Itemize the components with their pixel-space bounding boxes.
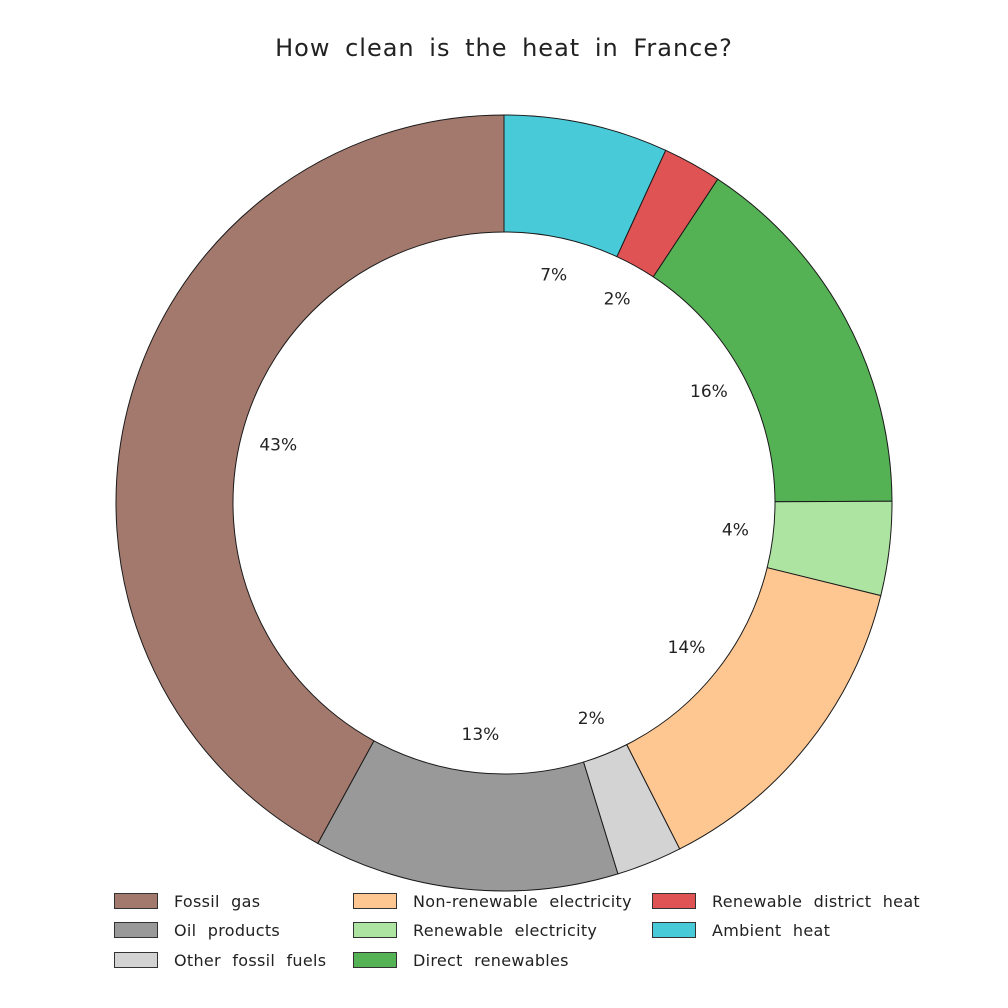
- legend-label: Other fossil fuels: [174, 950, 327, 970]
- legend-label: Fossil gas: [174, 891, 261, 911]
- legend-label: Renewable district heat: [712, 891, 921, 911]
- legend-item-other-fossil-fuels: Other fossil fuels: [114, 947, 326, 973]
- legend-label: Renewable electricity: [413, 920, 598, 940]
- legend-swatch: [114, 893, 158, 909]
- legend-label: Direct renewables: [413, 950, 569, 970]
- slice-label-fossil-gas: 43%: [259, 435, 297, 455]
- legend-item-oil-products: Oil products: [114, 917, 280, 943]
- legend-swatch: [353, 922, 397, 938]
- legend-item-ambient-heat: Ambient heat: [652, 917, 830, 943]
- slice-label-renewable-electricity: 4%: [722, 520, 749, 540]
- chart-title: How clean is the heat in France?: [275, 34, 733, 62]
- legend-swatch: [353, 893, 397, 909]
- legend-item-non-renewable-electricity: Non-renewable electricity: [353, 888, 632, 914]
- slice-label-direct-renewables: 16%: [690, 382, 728, 402]
- legend-label: Oil products: [174, 920, 281, 940]
- legend-swatch: [114, 922, 158, 938]
- legend-item-fossil-gas: Fossil gas: [114, 888, 260, 914]
- legend-label: Non-renewable electricity: [413, 891, 632, 911]
- legend-item-renewable-electricity: Renewable electricity: [353, 917, 597, 943]
- legend-swatch: [652, 893, 696, 909]
- slice-label-oil-products: 13%: [462, 725, 500, 745]
- legend-label: Ambient heat: [712, 920, 831, 940]
- legend-swatch: [652, 922, 696, 938]
- legend-swatch: [353, 952, 397, 968]
- slice-oil-products: [317, 740, 619, 892]
- slice-fossil-gas: [115, 114, 505, 845]
- slice-direct-renewables: [652, 178, 893, 503]
- legend: Fossil gas Oil products Other fossil fuels…: [0, 886, 1008, 996]
- slice-label-non-renewable-electricity: 14%: [668, 638, 706, 658]
- slice-label-renewable-district-heat: 2%: [604, 289, 631, 309]
- slice-non-renewable-electricity: [626, 567, 882, 850]
- legend-item-renewable-district-heat: Renewable district heat: [652, 888, 920, 914]
- slice-label-other-fossil-fuels: 2%: [578, 709, 605, 729]
- legend-item-direct-renewables: Direct renewables: [353, 947, 569, 973]
- legend-swatch: [114, 952, 158, 968]
- slice-label-ambient-heat: 7%: [540, 265, 567, 285]
